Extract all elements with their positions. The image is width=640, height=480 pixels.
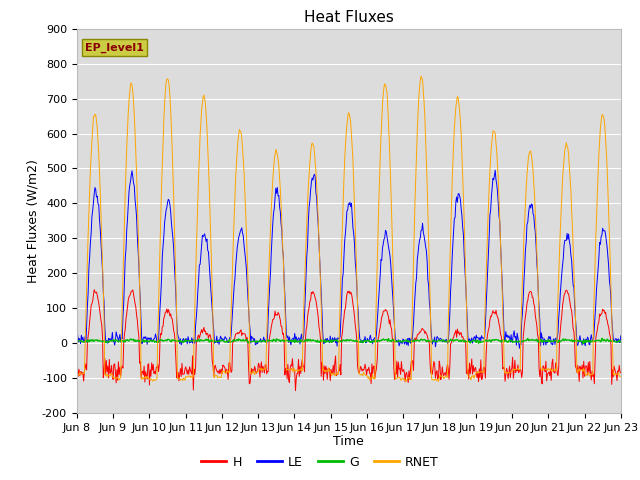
RNET — [402, 379, 410, 384]
H — [433, 370, 440, 375]
RNET — [223, 368, 230, 373]
Title: Heat Fluxes: Heat Fluxes — [304, 10, 394, 25]
RNET — [433, 376, 440, 382]
LE — [139, 339, 147, 345]
RNET — [194, 195, 202, 201]
G — [194, 338, 202, 344]
H — [73, 369, 81, 374]
G — [223, 338, 230, 344]
Legend: H, LE, G, RNET: H, LE, G, RNET — [196, 451, 444, 474]
H — [83, 367, 90, 373]
H — [223, 369, 231, 374]
Y-axis label: Heat Fluxes (W/m2): Heat Fluxes (W/m2) — [26, 159, 39, 283]
LE — [223, 336, 230, 342]
LE — [194, 288, 202, 294]
Line: RNET: RNET — [77, 76, 621, 382]
RNET — [139, 375, 147, 381]
G — [598, 336, 605, 341]
Line: G: G — [77, 338, 621, 344]
G — [73, 339, 81, 345]
H — [417, 329, 424, 335]
G — [431, 339, 438, 345]
LE — [516, 346, 524, 351]
LE — [492, 168, 499, 173]
RNET — [417, 73, 425, 79]
G — [83, 337, 90, 343]
H — [90, 287, 98, 293]
RNET — [83, 285, 90, 290]
H — [617, 370, 625, 376]
X-axis label: Time: Time — [333, 435, 364, 448]
G — [579, 341, 587, 347]
LE — [83, 323, 90, 328]
H — [195, 332, 202, 338]
RNET — [73, 372, 81, 377]
RNET — [416, 85, 424, 91]
LE — [415, 242, 422, 248]
H — [292, 388, 300, 394]
G — [617, 339, 625, 345]
LE — [431, 334, 438, 340]
Line: H: H — [77, 290, 621, 391]
Line: LE: LE — [77, 170, 621, 348]
G — [139, 337, 147, 343]
LE — [617, 333, 625, 339]
G — [415, 338, 422, 344]
H — [140, 372, 147, 378]
Text: EP_level1: EP_level1 — [85, 42, 144, 52]
LE — [73, 339, 81, 345]
RNET — [617, 374, 625, 380]
